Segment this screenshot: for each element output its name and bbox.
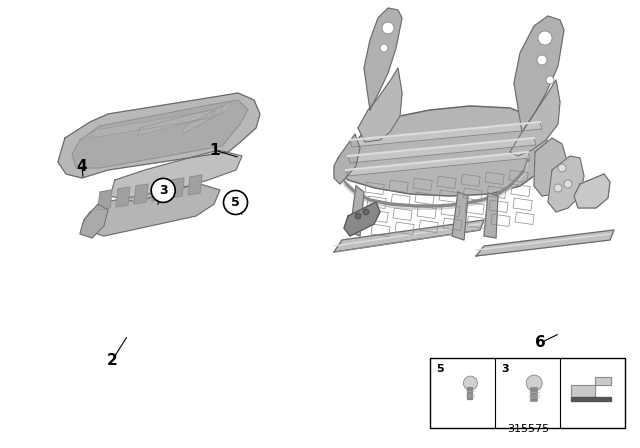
Circle shape bbox=[564, 180, 572, 188]
Polygon shape bbox=[110, 150, 242, 202]
Circle shape bbox=[538, 31, 552, 45]
Bar bbox=[509, 170, 528, 182]
Text: 3: 3 bbox=[501, 364, 509, 375]
Bar bbox=[369, 210, 388, 223]
Bar bbox=[443, 218, 462, 231]
Polygon shape bbox=[364, 8, 402, 110]
Polygon shape bbox=[152, 181, 166, 201]
Polygon shape bbox=[92, 110, 215, 138]
Polygon shape bbox=[344, 202, 380, 236]
Polygon shape bbox=[452, 192, 468, 240]
Polygon shape bbox=[98, 190, 112, 210]
Bar bbox=[489, 200, 508, 212]
Polygon shape bbox=[72, 100, 248, 168]
Polygon shape bbox=[334, 134, 360, 184]
Circle shape bbox=[151, 178, 175, 202]
Circle shape bbox=[558, 164, 566, 172]
Bar bbox=[393, 208, 412, 220]
Circle shape bbox=[223, 190, 248, 215]
Text: 5: 5 bbox=[436, 364, 444, 375]
Polygon shape bbox=[350, 186, 364, 236]
Circle shape bbox=[355, 213, 361, 219]
Bar bbox=[513, 198, 532, 211]
Bar bbox=[467, 216, 486, 228]
Bar bbox=[511, 184, 530, 197]
Text: 1: 1 bbox=[209, 142, 220, 158]
Bar bbox=[487, 186, 506, 198]
Circle shape bbox=[363, 209, 369, 215]
Bar bbox=[430, 358, 625, 428]
Polygon shape bbox=[58, 93, 260, 178]
Text: 315575: 315575 bbox=[508, 424, 550, 434]
Polygon shape bbox=[188, 175, 202, 195]
Bar bbox=[437, 176, 456, 189]
Polygon shape bbox=[348, 138, 536, 163]
Bar bbox=[461, 174, 480, 186]
Polygon shape bbox=[571, 377, 611, 397]
Polygon shape bbox=[334, 220, 484, 252]
Polygon shape bbox=[484, 193, 498, 238]
Polygon shape bbox=[134, 184, 148, 204]
Polygon shape bbox=[80, 204, 108, 238]
Bar bbox=[391, 194, 410, 207]
Polygon shape bbox=[340, 106, 548, 196]
Circle shape bbox=[463, 376, 477, 390]
Bar bbox=[413, 178, 432, 190]
Polygon shape bbox=[548, 156, 584, 212]
Bar bbox=[389, 180, 408, 193]
Text: 3: 3 bbox=[159, 184, 168, 197]
Text: 2: 2 bbox=[107, 353, 117, 368]
Polygon shape bbox=[182, 102, 231, 134]
Bar bbox=[415, 192, 434, 204]
Polygon shape bbox=[350, 122, 542, 147]
Polygon shape bbox=[116, 187, 130, 207]
Polygon shape bbox=[534, 138, 568, 196]
Bar bbox=[439, 190, 458, 202]
Circle shape bbox=[554, 184, 562, 192]
Bar bbox=[463, 188, 482, 201]
Bar bbox=[395, 222, 414, 234]
Circle shape bbox=[380, 44, 388, 52]
Polygon shape bbox=[346, 152, 530, 176]
Bar bbox=[365, 182, 384, 194]
Text: 4: 4 bbox=[77, 159, 87, 174]
Text: 6: 6 bbox=[536, 335, 546, 350]
Polygon shape bbox=[137, 106, 223, 136]
Bar bbox=[367, 196, 386, 208]
Bar bbox=[371, 224, 390, 237]
Polygon shape bbox=[510, 80, 560, 156]
Polygon shape bbox=[84, 184, 220, 236]
Polygon shape bbox=[358, 68, 402, 142]
Polygon shape bbox=[476, 230, 614, 256]
Circle shape bbox=[537, 55, 547, 65]
Bar bbox=[491, 214, 510, 227]
Circle shape bbox=[546, 76, 554, 84]
Bar bbox=[515, 212, 534, 224]
Polygon shape bbox=[574, 174, 610, 208]
Bar bbox=[441, 204, 460, 216]
Bar bbox=[419, 220, 438, 233]
Polygon shape bbox=[514, 16, 564, 132]
Circle shape bbox=[526, 375, 542, 391]
Text: 5: 5 bbox=[231, 196, 240, 209]
Circle shape bbox=[382, 22, 394, 34]
Bar bbox=[417, 206, 436, 219]
Polygon shape bbox=[571, 397, 611, 401]
Bar bbox=[465, 202, 484, 215]
Polygon shape bbox=[170, 178, 184, 198]
Bar bbox=[485, 172, 504, 185]
